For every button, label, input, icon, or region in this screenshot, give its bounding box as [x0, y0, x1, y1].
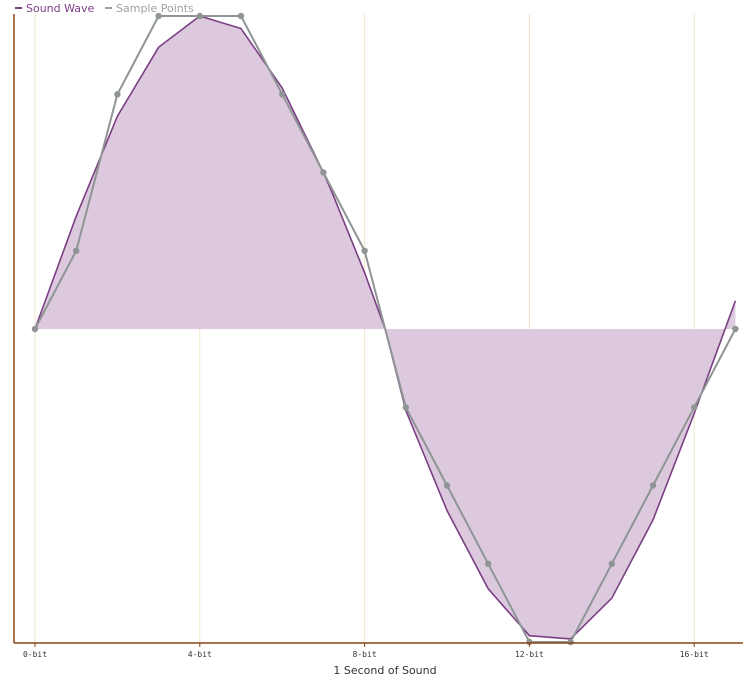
- sample-point-9: [402, 404, 409, 411]
- sound-wave-fill: [35, 16, 736, 639]
- sample-point-1: [73, 247, 80, 254]
- sample-point-0: [31, 325, 39, 333]
- sample-point-13: [567, 638, 574, 646]
- x-tick-label-3: 12-bit: [515, 650, 544, 659]
- x-axis-label: 1 Second of Sound: [333, 664, 436, 677]
- legend-label-sample-points[interactable]: Sample Points: [116, 2, 194, 15]
- axes: [13, 14, 743, 644]
- sample-point-10: [443, 482, 451, 489]
- sound-wave-line: [34, 15, 737, 640]
- sample-point-8: [361, 247, 368, 254]
- sample-point-3: [155, 12, 162, 20]
- sample-point-16: [691, 404, 698, 411]
- sample-point-6: [279, 91, 286, 98]
- x-tick-label-4: 16-bit: [680, 650, 709, 659]
- sample-point-7: [320, 169, 327, 176]
- sample-point-14: [608, 560, 615, 567]
- x-tick-label-1: 4-bit: [188, 650, 212, 659]
- sample-point-2: [114, 91, 121, 98]
- sample-point-11: [485, 560, 492, 567]
- x-tick-label-2: 8-bit: [353, 650, 377, 659]
- sound-wave-area: [34, 15, 737, 640]
- sample-point-17: [732, 325, 739, 333]
- sample-points-line: [34, 15, 737, 643]
- sample-point-4: [196, 12, 203, 20]
- legend: Sound Wave Sample Points: [15, 2, 194, 15]
- sample-points-series: [31, 12, 739, 646]
- sample-point-15: [649, 482, 657, 489]
- x-tick-label-0: 0-bit: [23, 650, 47, 659]
- legend-label-sound-wave[interactable]: Sound Wave: [26, 2, 95, 15]
- x-tick-labels: 0-bit 4-bit 8-bit 12-bit 16-bit: [23, 643, 709, 659]
- sample-point-5: [237, 12, 245, 20]
